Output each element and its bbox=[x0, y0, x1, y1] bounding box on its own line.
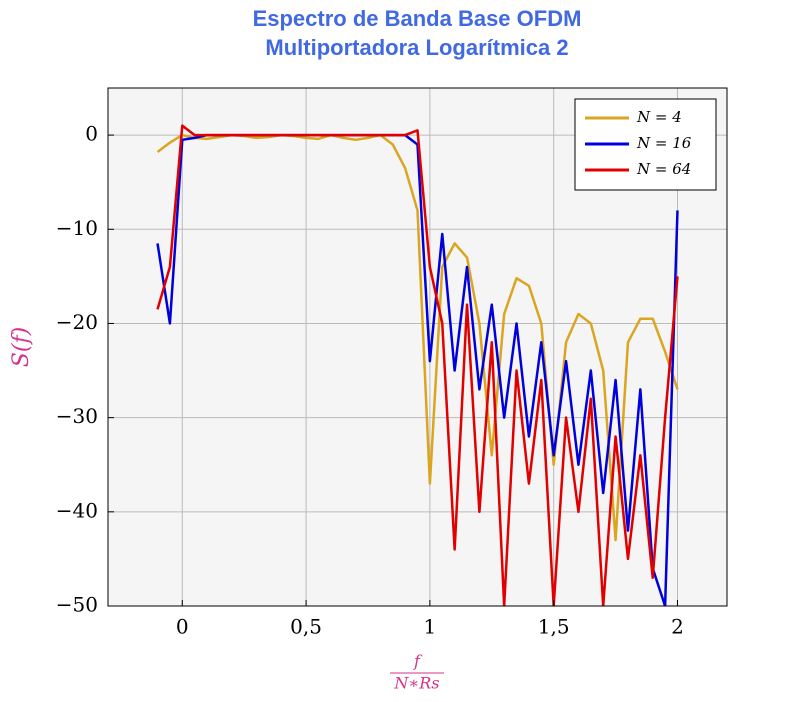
legend: N = 4 N = 16 N = 64 bbox=[574, 98, 717, 191]
x-tick-label: 0 bbox=[176, 615, 189, 639]
chart-title: Multiportadora Logarítmica 2 bbox=[265, 35, 568, 60]
x-tick-label: 2 bbox=[671, 615, 684, 639]
y-tick-label: 0 bbox=[85, 122, 98, 146]
y-axis-label: S(f) bbox=[9, 327, 34, 367]
legend-label: N = 16 bbox=[636, 134, 692, 152]
plot-lines bbox=[156, 124, 679, 606]
plot-frame bbox=[107, 87, 728, 607]
legend-label: N = 4 bbox=[636, 108, 682, 126]
x-tick-label: 1 bbox=[424, 615, 437, 639]
y-tick-label: −40 bbox=[56, 498, 98, 522]
x-tick-label: 1,5 bbox=[538, 615, 570, 639]
y-tick-label: −30 bbox=[56, 404, 98, 428]
ticks: 0 0,5 1 1,5 2 0 −10 −20 −30 −40 −50 bbox=[56, 122, 684, 639]
chart-title: Espectro de Banda Base OFDM bbox=[253, 6, 582, 31]
y-tick-label: −50 bbox=[56, 593, 98, 617]
y-tick-label: −20 bbox=[56, 310, 98, 334]
x-axis-label-denominator: N∗Rs bbox=[393, 674, 439, 693]
x-axis-label-numerator: f bbox=[413, 652, 423, 671]
y-tick-label: −10 bbox=[56, 216, 98, 240]
series-line bbox=[156, 124, 679, 606]
x-tick-label: 0,5 bbox=[290, 615, 322, 639]
legend-label: N = 64 bbox=[636, 160, 691, 178]
